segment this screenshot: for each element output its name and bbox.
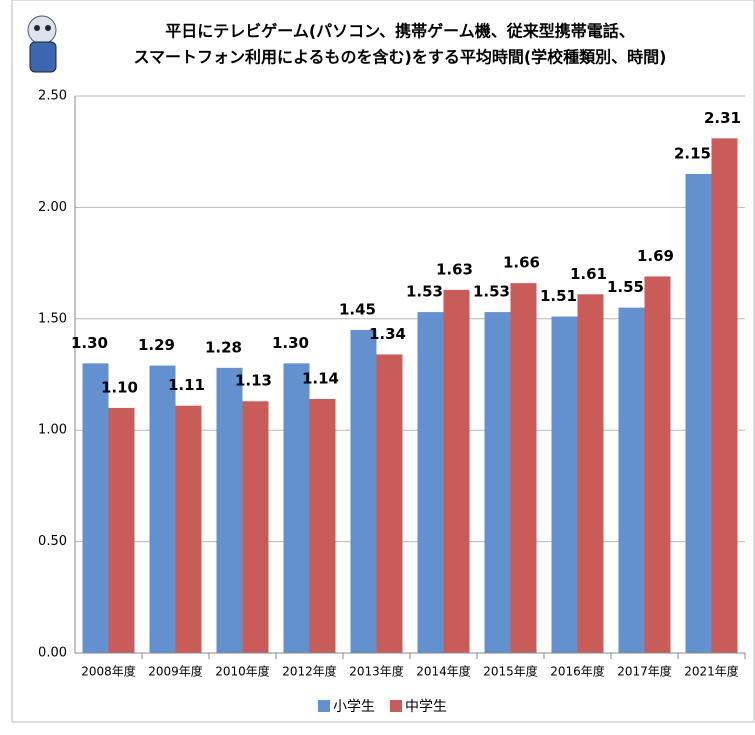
value-label: 1.34 [369,325,406,343]
value-label: 1.45 [339,300,376,318]
bar [577,294,604,653]
bar [283,363,310,653]
value-label: 1.10 [101,378,138,396]
bar [216,367,243,653]
bar [644,276,671,653]
y-tick-label: 0.50 [38,534,67,549]
y-tick-label: 2.50 [38,89,67,104]
x-tick-label: 2012年度 [282,664,337,679]
legend-label: 小学生 [333,699,375,715]
value-label: 1.53 [473,283,510,301]
x-tick-label: 2015年度 [483,664,538,679]
value-label: 1.69 [637,247,674,265]
bar [175,405,202,653]
value-label: 1.63 [436,260,473,278]
x-tick-label: 2008年度 [81,664,136,679]
x-tick-label: 2010年度 [215,664,270,679]
x-tick-label: 2021年度 [684,664,739,679]
value-label: 1.66 [503,254,540,272]
bar [618,307,645,653]
value-label: 1.29 [138,336,175,354]
bar [711,138,738,653]
x-tick-label: 2016年度 [550,664,605,679]
y-tick-label: 1.50 [38,311,67,326]
x-tick-label: 2017年度 [617,664,672,679]
legend-label: 中学生 [405,699,447,715]
x-tick-label: 2009年度 [148,664,203,679]
chart-title: スマートフォン利用によるものを含む)をする平均時間(学校種類別、時間) [134,48,667,67]
legend-swatch [318,700,330,712]
value-label: 1.30 [272,334,309,352]
bar [685,173,712,654]
legend-swatch [390,700,402,712]
chart-title: 平日にテレビゲーム(パソコン、携帯ゲーム機、従来型携帯電話、 [165,22,634,41]
value-label: 1.61 [570,265,607,283]
value-label: 1.14 [302,370,339,388]
value-label: 2.15 [674,144,711,162]
value-label: 1.53 [406,283,443,301]
y-tick-label: 2.00 [38,200,67,215]
x-tick-label: 2014年度 [416,664,471,679]
mascot-icon [27,15,57,73]
bar [309,399,336,653]
value-label: 2.31 [704,109,741,127]
value-label: 1.51 [540,287,577,305]
bar [242,401,269,653]
bar [82,363,109,653]
bar [551,316,578,653]
chart-border [11,0,755,723]
value-label: 1.55 [607,278,644,296]
bar [417,312,444,653]
value-label: 1.28 [205,338,242,356]
x-tick-label: 2013年度 [349,664,404,679]
y-tick-label: 1.00 [38,423,67,438]
value-label: 1.11 [168,376,205,394]
bar [350,329,377,653]
bar [510,283,537,653]
bar [149,365,176,653]
bar [443,289,470,653]
bar [376,354,403,653]
bar [484,312,511,653]
value-label: 1.13 [235,372,272,390]
y-tick-label: 0.00 [38,646,67,661]
bar [108,407,135,653]
value-label: 1.30 [71,334,108,352]
